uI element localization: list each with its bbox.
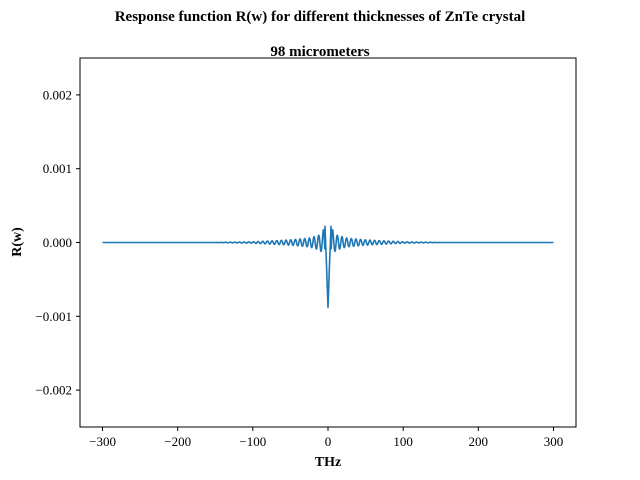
y-tick-label: 0.001 — [43, 161, 72, 176]
x-tick-label: 300 — [544, 434, 564, 449]
x-tick-label: 100 — [393, 434, 413, 449]
y-tick-label: −0.002 — [35, 383, 72, 398]
x-tick-label: −200 — [164, 434, 191, 449]
y-tick-label: 0.002 — [43, 87, 72, 102]
figure-suptitle: Response function R(w) for different thi… — [115, 9, 526, 25]
x-tick-label: −300 — [89, 434, 116, 449]
x-tick-label: 0 — [325, 434, 332, 449]
x-axis-label: THz — [315, 455, 341, 470]
y-tick-label: −0.001 — [35, 309, 72, 324]
plot-area — [79, 57, 577, 428]
series-line — [101, 225, 555, 309]
y-tick-label: 0.000 — [43, 235, 72, 250]
x-tick-label: −100 — [239, 434, 266, 449]
y-axis-label: R(w) — [10, 227, 25, 257]
y-axis-ticks: −0.002 −0.001 0.000 0.001 0.002 — [35, 87, 80, 398]
chart-title: 98 micrometers — [270, 44, 369, 60]
x-tick-label: 200 — [469, 434, 489, 449]
x-axis-ticks: −300 −200 −100 0 100 200 300 — [89, 427, 563, 449]
